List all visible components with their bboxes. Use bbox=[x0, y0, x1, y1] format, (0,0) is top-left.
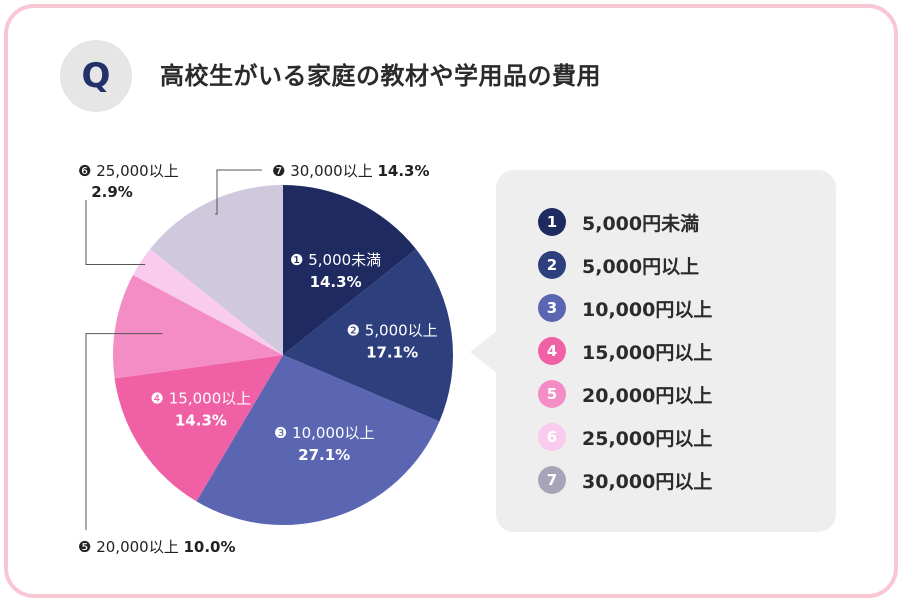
question-badge: Q bbox=[60, 40, 132, 112]
legend-item-1: 1 5,000円未満 bbox=[538, 208, 699, 236]
slice-category-label: ❺ 20,000以上 10.0% bbox=[78, 538, 236, 556]
slice-label-1: ❶ 5,000未満 14.3% bbox=[290, 251, 381, 291]
pie-slices bbox=[112, 185, 453, 526]
slice-label-2: ❷ 5,000以上 17.1% bbox=[347, 321, 438, 361]
slice-value-label: 27.1% bbox=[298, 446, 350, 464]
pie-slice-5 bbox=[112, 274, 283, 379]
slice-label-4: ❹ 15,000以上 14.3% bbox=[151, 390, 252, 430]
chart-title: 高校生がいる家庭の教材や学用品の費用 bbox=[160, 62, 601, 90]
legend-item-5: 5 20,000円以上 bbox=[538, 380, 712, 408]
slice-value-label: 14.3% bbox=[175, 412, 227, 430]
slice-value-label: 17.1% bbox=[366, 343, 418, 361]
slice-category-label: ❻ 25,000以上 bbox=[78, 162, 179, 180]
pie-slice-3 bbox=[196, 355, 440, 526]
legend-number-badge: 2 bbox=[538, 251, 566, 279]
legend-item-4: 4 15,000円以上 bbox=[538, 337, 712, 365]
pie-slice-7 bbox=[149, 185, 283, 355]
slice-category-label: ❼ 30,000以上 14.3% bbox=[272, 162, 430, 180]
leader-line-6 bbox=[85, 200, 146, 265]
slice-category-label: ❹ 15,000以上 bbox=[151, 390, 252, 408]
legend-number-badge: 6 bbox=[538, 423, 566, 451]
slice-label-6: ❻ 25,000以上 2.9% bbox=[78, 162, 179, 201]
slice-label-7: ❼ 30,000以上 14.3% bbox=[272, 162, 430, 180]
slice-category-label: ❷ 5,000以上 bbox=[347, 321, 438, 339]
slice-value-label: 10.0% bbox=[183, 538, 235, 556]
legend: 1 5,000円未満 2 5,000円以上 3 10,000円以上 4 15,0… bbox=[496, 170, 836, 532]
legend-label: 20,000円以上 bbox=[582, 384, 713, 407]
legend-item-6: 6 25,000円以上 bbox=[538, 423, 712, 451]
leader-line-5 bbox=[85, 333, 163, 530]
pie-slice-6 bbox=[133, 249, 283, 355]
legend-item-2: 2 5,000円以上 bbox=[538, 251, 699, 279]
legend-number-badge: 5 bbox=[538, 380, 566, 408]
legend-label: 30,000円以上 bbox=[582, 470, 713, 493]
slice-category-label: ❸ 10,000以上 bbox=[274, 424, 375, 442]
slice-category-label: ❶ 5,000未満 bbox=[290, 251, 381, 269]
legend-item-7: 7 30,000円以上 bbox=[538, 466, 712, 494]
legend-label: 5,000円以上 bbox=[582, 255, 700, 278]
legend-label: 15,000円以上 bbox=[582, 341, 713, 364]
pie-slice-2 bbox=[283, 249, 453, 422]
slice-value-label: 14.3% bbox=[377, 162, 429, 180]
legend-number-badge: 7 bbox=[538, 466, 566, 494]
slice-label-5: ❺ 20,000以上 10.0% bbox=[78, 538, 236, 556]
slice-value-label: 2.9% bbox=[91, 183, 133, 201]
legend-pointer bbox=[470, 330, 498, 374]
slice-value-label: 14.3% bbox=[310, 273, 362, 291]
slice-label-3: ❸ 10,000以上 27.1% bbox=[274, 424, 375, 464]
legend-label: 25,000円以上 bbox=[582, 427, 713, 450]
legend-label: 10,000円以上 bbox=[582, 298, 713, 321]
leader-line-7 bbox=[215, 169, 262, 215]
legend-number-badge: 1 bbox=[538, 208, 566, 236]
legend-number-badge: 4 bbox=[538, 337, 566, 365]
pie-slice-4 bbox=[114, 355, 284, 502]
legend-label: 5,000円未満 bbox=[582, 212, 700, 235]
legend-number-badge: 3 bbox=[538, 294, 566, 322]
legend-item-3: 3 10,000円以上 bbox=[538, 294, 712, 322]
pie-slice-1 bbox=[283, 185, 417, 355]
